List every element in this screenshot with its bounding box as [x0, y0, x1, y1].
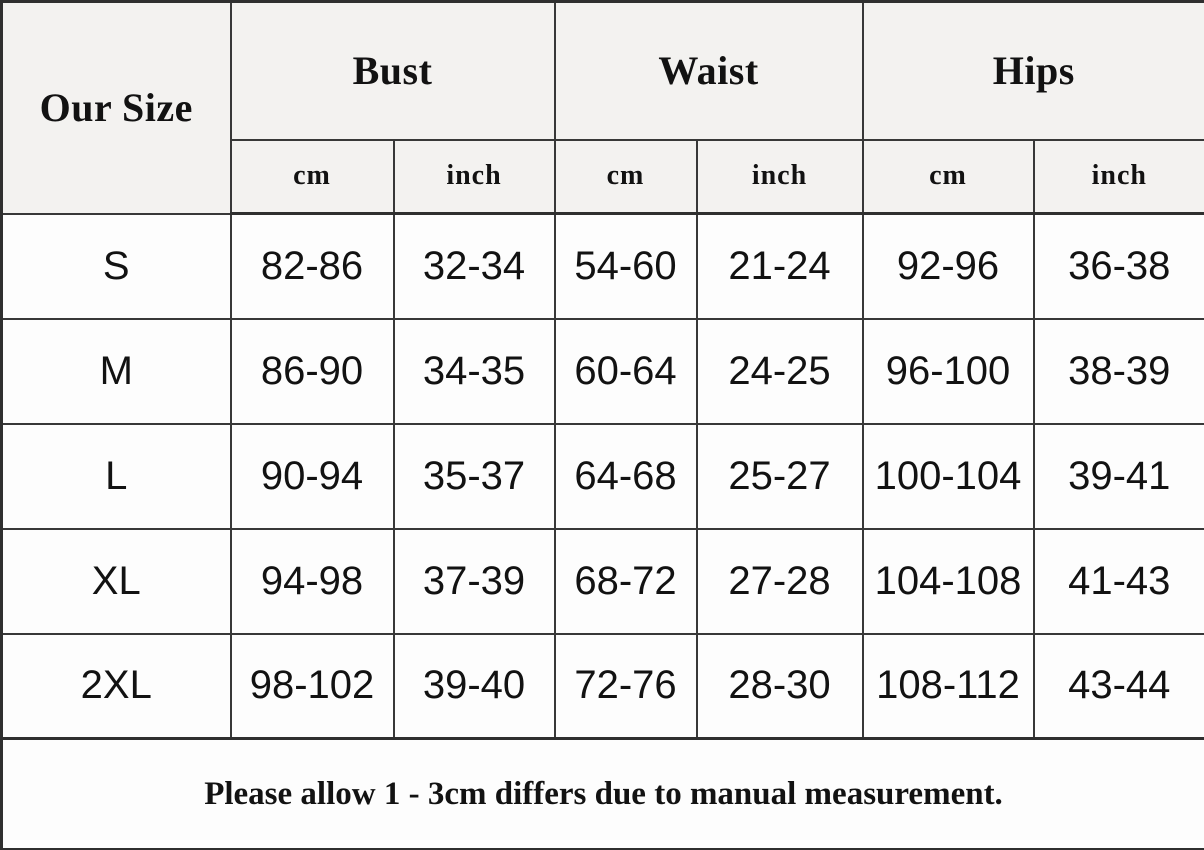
size-cell: 2XL: [0, 632, 232, 740]
value-cell: 32-34: [392, 212, 556, 320]
value-cell: 96-100: [861, 317, 1035, 425]
value-cell: 27-28: [695, 527, 864, 635]
table-row-s: S 82-86 32-34 54-60 21-24 92-96 36-38: [0, 212, 1204, 320]
value-cell: 36-38: [1032, 212, 1204, 320]
value-cell: 94-98: [229, 527, 395, 635]
value-cell: 60-64: [553, 317, 698, 425]
value-cell: 100-104: [861, 422, 1035, 530]
value-cell: 24-25: [695, 317, 864, 425]
group-header-row: Our Size Bust Waist Hips: [0, 0, 1204, 215]
value-cell: 108-112: [861, 632, 1035, 740]
table-row-m: M 86-90 34-35 60-64 24-25 96-100 38-39: [0, 317, 1204, 425]
unit-header-waist-cm: cm: [553, 138, 698, 215]
size-cell: M: [0, 317, 232, 425]
unit-header-waist-inch: inch: [695, 138, 864, 215]
value-cell: 39-41: [1032, 422, 1204, 530]
footer-row: Please allow 1 - 3cm differs due to manu…: [0, 737, 1204, 850]
value-cell: 25-27: [695, 422, 864, 530]
value-cell: 92-96: [861, 212, 1035, 320]
unit-header-hips-inch: inch: [1032, 138, 1204, 215]
measurement-note: Please allow 1 - 3cm differs due to manu…: [0, 737, 1204, 850]
col-header-our-size: Our Size: [0, 0, 232, 215]
unit-header-hips-cm: cm: [861, 138, 1035, 215]
value-cell: 68-72: [553, 527, 698, 635]
value-cell: 54-60: [553, 212, 698, 320]
value-cell: 72-76: [553, 632, 698, 740]
value-cell: 39-40: [392, 632, 556, 740]
col-header-waist: Waist: [553, 0, 864, 141]
table-row-xl: XL 94-98 37-39 68-72 27-28 104-108 41-43: [0, 527, 1204, 635]
col-header-bust: Bust: [229, 0, 556, 141]
value-cell: 90-94: [229, 422, 395, 530]
table-row-2xl: 2XL 98-102 39-40 72-76 28-30 108-112 43-…: [0, 632, 1204, 740]
value-cell: 43-44: [1032, 632, 1204, 740]
value-cell: 21-24: [695, 212, 864, 320]
size-cell: XL: [0, 527, 232, 635]
size-cell: S: [0, 212, 232, 320]
value-cell: 41-43: [1032, 527, 1204, 635]
unit-header-row: cm inch cm inch cm inch: [2, 138, 1204, 215]
unit-header-bust-cm: cm: [229, 138, 395, 215]
value-cell: 86-90: [229, 317, 395, 425]
value-cell: 64-68: [553, 422, 698, 530]
size-cell: L: [0, 422, 232, 530]
value-cell: 37-39: [392, 527, 556, 635]
unit-header-bust-inch: inch: [392, 138, 556, 215]
value-cell: 82-86: [229, 212, 395, 320]
table-row-l: L 90-94 35-37 64-68 25-27 100-104 39-41: [0, 422, 1204, 530]
value-cell: 98-102: [229, 632, 395, 740]
value-cell: 35-37: [392, 422, 556, 530]
value-cell: 28-30: [695, 632, 864, 740]
value-cell: 38-39: [1032, 317, 1204, 425]
col-header-hips: Hips: [861, 0, 1204, 141]
value-cell: 104-108: [861, 527, 1035, 635]
value-cell: 34-35: [392, 317, 556, 425]
